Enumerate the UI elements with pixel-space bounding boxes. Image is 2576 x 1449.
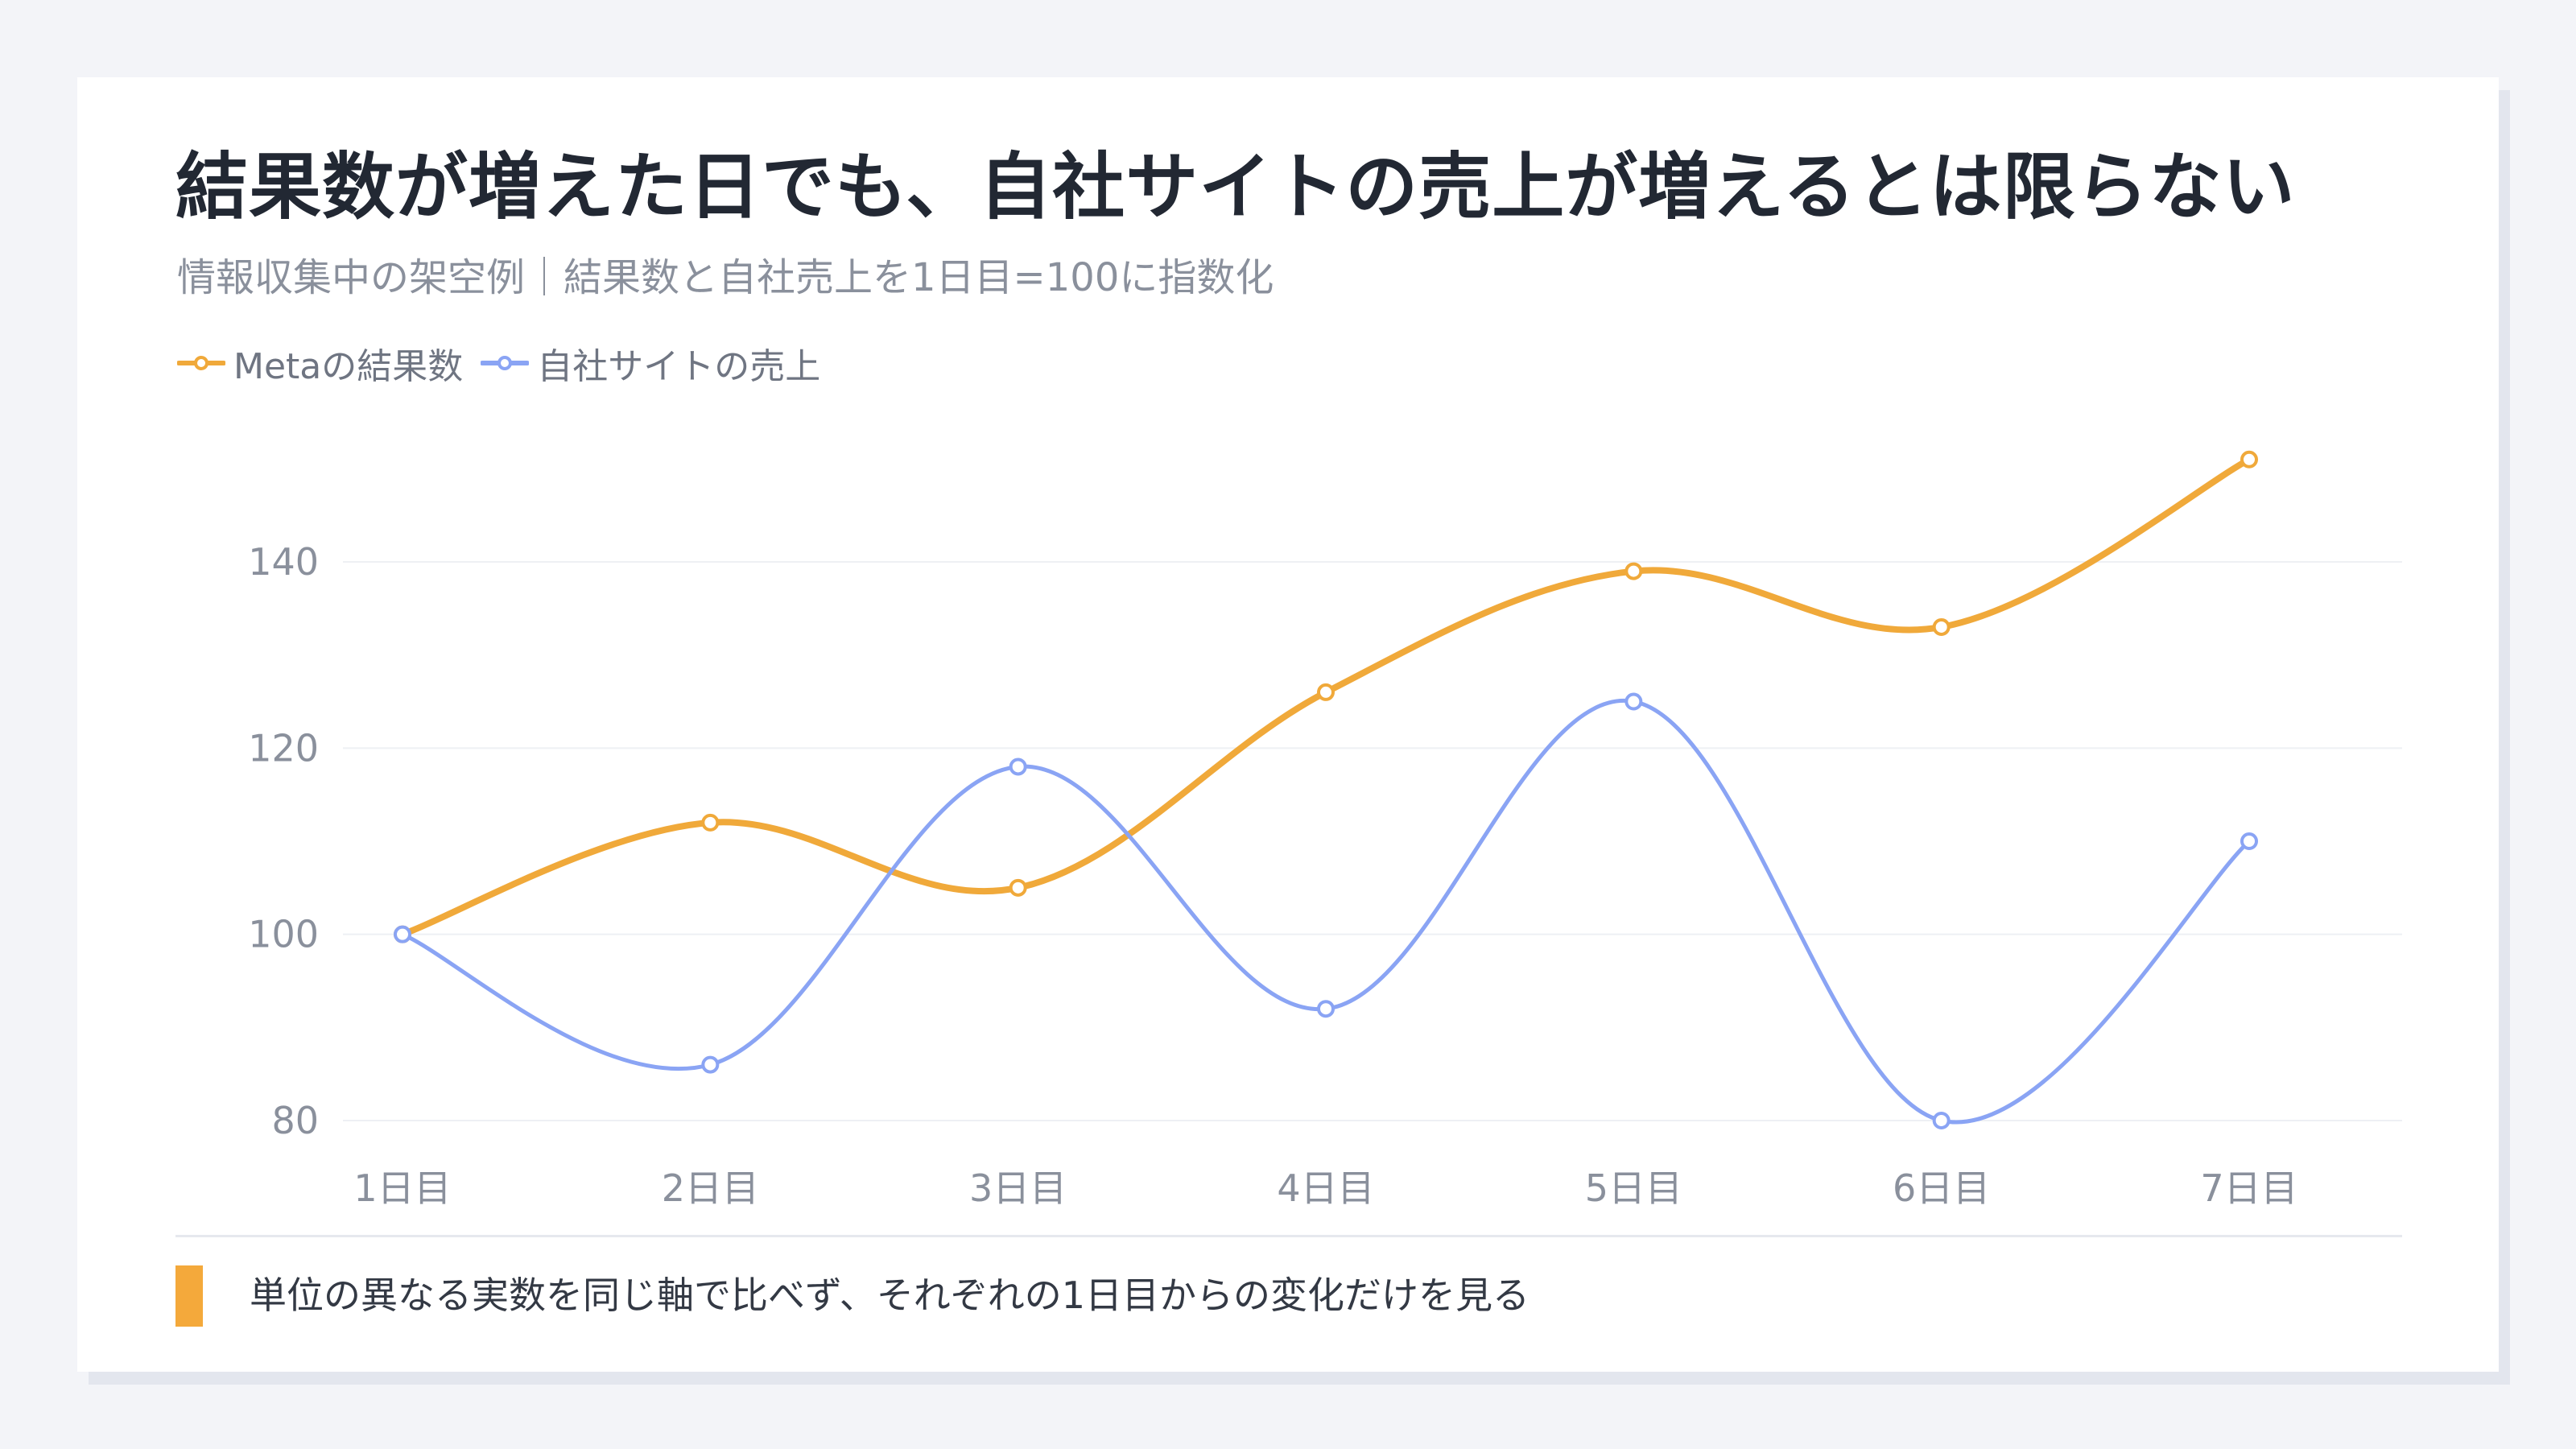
- data-point: [1317, 1000, 1335, 1018]
- y-axis-ticks: 80 100 120 140: [248, 540, 319, 1142]
- legend-item[interactable]: Metaの結果数: [177, 337, 463, 389]
- x-tick-label: 1日目: [353, 1166, 451, 1210]
- data-point: [1317, 683, 1335, 701]
- y-tick-label: 80: [271, 1099, 319, 1142]
- chart-title: 結果数が増えた日でも、自社サイトの売上が増えるとは限らない: [175, 145, 2296, 229]
- x-tick-label: 3日目: [969, 1166, 1067, 1210]
- footer-divider: [175, 1235, 2402, 1237]
- data-point: [1009, 878, 1027, 897]
- data-point: [1932, 1112, 1951, 1129]
- series-line: [400, 698, 2252, 1125]
- x-tick-label: 7日目: [2200, 1166, 2297, 1210]
- legend-label: 自社サイトの売上: [537, 346, 821, 387]
- legend-swatch: [177, 356, 225, 370]
- data-point: [1009, 758, 1027, 776]
- legend-label: Metaの結果数: [233, 346, 464, 387]
- note-accent-bar: [175, 1265, 203, 1327]
- data-point: [1932, 617, 1951, 636]
- y-tick-label: 120: [248, 726, 319, 770]
- legend: Metaの結果数 自社サイトの売上: [177, 335, 838, 391]
- data-point: [394, 925, 411, 943]
- data-point: [2240, 450, 2258, 469]
- x-axis-ticks: 1日目 2日目 3日目 4日目 5日目 6日目 7日目: [353, 1166, 2297, 1210]
- chart-subtitle: 情報収集中の架空例｜結果数と自社売上を1日目=100に指数化: [177, 255, 1274, 300]
- data-point: [701, 813, 720, 832]
- x-tick-label: 6日目: [1893, 1166, 1990, 1210]
- y-tick-label: 100: [248, 913, 319, 956]
- note-text: 単位の異なる実数を同じ軸で比べず、それぞれの1日目からの変化だけを見る: [250, 1274, 1530, 1317]
- data-point: [701, 1055, 720, 1074]
- chart-card: 結果数が増えた日でも、自社サイトの売上が増えるとは限らない 情報収集中の架空例｜…: [77, 77, 2499, 1372]
- data-point: [1624, 562, 1643, 580]
- y-tick-label: 140: [248, 540, 319, 584]
- line-chart: 80 100 120 140 1日目 2日目 3日目 4日目 5日目 6日目 7日目: [248, 450, 2402, 1210]
- legend-item[interactable]: 自社サイトの売上: [481, 337, 820, 389]
- series-2: [394, 692, 2258, 1129]
- legend-swatch: [481, 356, 530, 370]
- data-point: [2240, 832, 2258, 850]
- x-tick-label: 4日目: [1277, 1166, 1374, 1210]
- gridlines: [343, 561, 2402, 1121]
- series-1: [394, 450, 2258, 943]
- x-tick-label: 2日目: [662, 1166, 759, 1210]
- data-point: [1624, 692, 1643, 711]
- x-tick-label: 5日目: [1585, 1166, 1682, 1210]
